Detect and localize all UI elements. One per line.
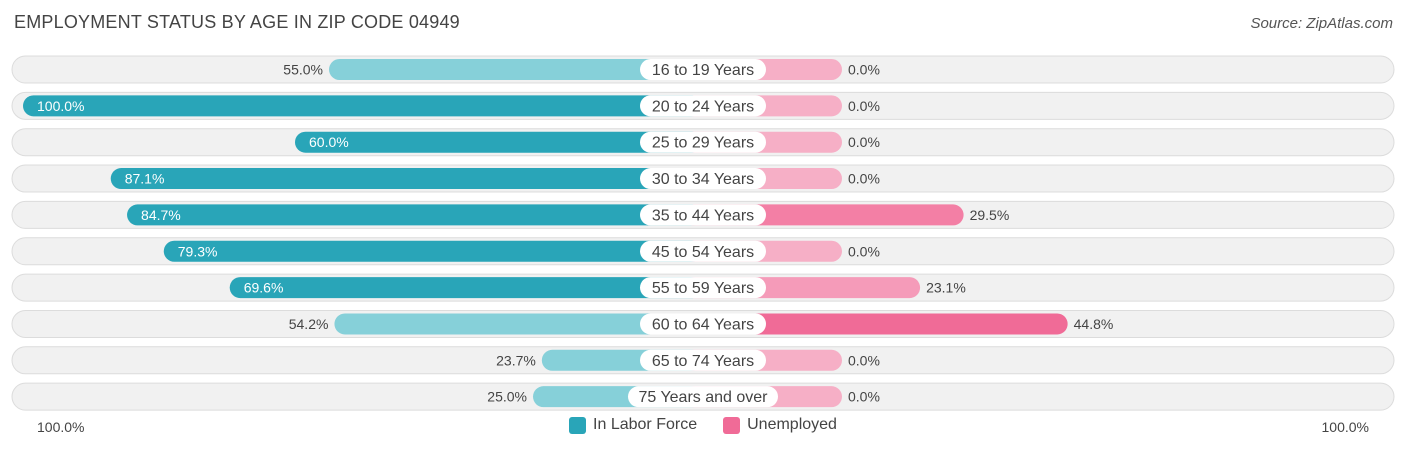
- category-pill: [640, 313, 766, 335]
- category-pill: [640, 277, 766, 299]
- legend-label-labor: In Labor Force: [593, 416, 698, 433]
- value-label-labor: 54.2%: [289, 316, 329, 332]
- value-label-labor: 84.7%: [141, 207, 181, 223]
- legend-item-labor: In Labor Force: [569, 416, 697, 434]
- bar-labor: [110, 168, 704, 190]
- bar-labor: [329, 59, 703, 80]
- category-pill: [640, 240, 766, 262]
- category-label: 75 Years and over: [639, 389, 769, 406]
- value-label-unemployed: 0.0%: [848, 352, 880, 368]
- axis-label-left: 100.0%: [37, 419, 85, 435]
- value-label-labor: 87.1%: [125, 171, 165, 187]
- value-label-unemployed: 0.0%: [848, 134, 880, 150]
- category-label: 55 to 59 Years: [652, 280, 754, 297]
- value-label-unemployed: 29.5%: [970, 207, 1010, 223]
- value-label-unemployed: 0.0%: [848, 243, 880, 259]
- category-label: 30 to 34 Years: [652, 171, 754, 188]
- category-label: 20 to 24 Years: [652, 98, 754, 115]
- value-label-labor: 55.0%: [283, 62, 323, 78]
- value-label-unemployed: 44.8%: [1074, 316, 1114, 332]
- category-pill: [640, 59, 766, 80]
- bar-labor: [23, 95, 703, 117]
- category-pill: [640, 349, 766, 371]
- category-pill: [640, 168, 766, 190]
- source-credit: Source: ZipAtlas.com: [1250, 15, 1393, 32]
- category-pill: [628, 386, 778, 408]
- value-label-unemployed: 0.0%: [848, 62, 880, 78]
- chart-title: EMPLOYMENT STATUS BY AGE IN ZIP CODE 049…: [14, 12, 460, 32]
- legend-label-unemployed: Unemployed: [747, 416, 837, 433]
- value-label-labor: 25.0%: [487, 389, 527, 405]
- value-label-unemployed: 0.0%: [848, 389, 880, 405]
- category-label: 60 to 64 Years: [652, 316, 754, 333]
- category-pill: [640, 204, 766, 226]
- value-label-labor: 23.7%: [496, 352, 536, 368]
- bar-labor: [229, 277, 703, 299]
- value-label-unemployed: 0.0%: [848, 171, 880, 187]
- legend: In Labor Force Unemployed: [0, 416, 1406, 434]
- category-label: 25 to 29 Years: [652, 135, 754, 152]
- bar-unemployed: [683, 313, 1068, 335]
- bar-labor: [334, 313, 703, 335]
- value-label-labor: 100.0%: [37, 98, 84, 114]
- category-label: 45 to 54 Years: [652, 244, 754, 261]
- category-label: 65 to 74 Years: [652, 353, 754, 370]
- legend-swatch-unemployed: [723, 416, 741, 434]
- value-label-labor: 79.3%: [178, 243, 218, 259]
- bar-labor: [127, 204, 704, 226]
- category-label: 16 to 19 Years: [652, 62, 754, 79]
- category-pill: [640, 95, 766, 117]
- legend-item-unemployed: Unemployed: [723, 416, 837, 434]
- bar-labor: [163, 240, 703, 262]
- legend-swatch-labor: [569, 416, 587, 434]
- value-label-unemployed: 23.1%: [926, 280, 966, 296]
- axis-label-right: 100.0%: [1321, 419, 1369, 435]
- value-label-unemployed: 0.0%: [848, 98, 880, 114]
- chart-area: 16 to 19 Years 55.0% 0.0% 20 to 24 Years 100…: [11, 55, 1395, 411]
- value-label-labor: 69.6%: [244, 280, 284, 296]
- category-label: 35 to 44 Years: [652, 207, 754, 224]
- category-pill: [640, 131, 766, 153]
- value-label-labor: 60.0%: [309, 134, 349, 150]
- bar-labor: [295, 131, 703, 153]
